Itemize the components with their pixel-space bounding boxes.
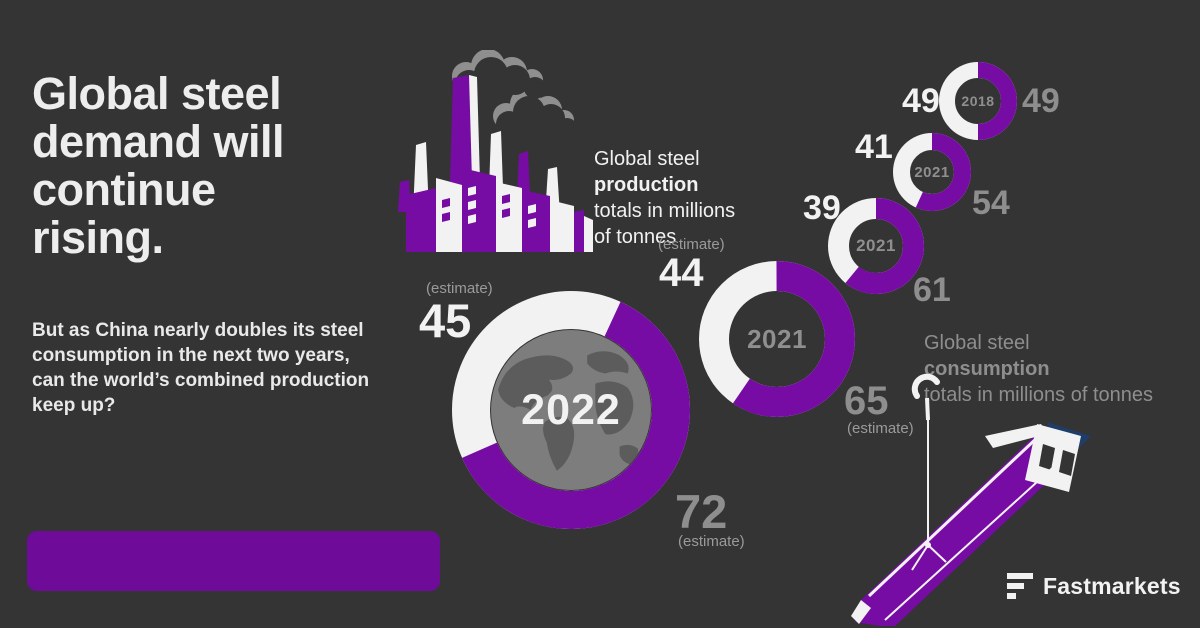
steel-beam-crane-icon (851, 373, 1091, 626)
consumption-value-label: 61 (913, 271, 951, 309)
consumption-caption-line2: totals in millions of tonnes (924, 384, 1154, 406)
production-value-label: 41 (855, 128, 893, 166)
production-value-label: 39 (803, 189, 841, 227)
year-label: 2022 (521, 385, 621, 434)
production-caption-line1: Global steel production (594, 148, 700, 196)
production-caption-line3: of tonnes (594, 226, 677, 248)
donut-chart-2018: 2018 (939, 62, 1017, 140)
consumption-value-label: 49 (1022, 82, 1060, 120)
intro-text-line: keep up? (32, 395, 116, 416)
fastmarkets-logo-text: Fastmarkets (1043, 573, 1181, 599)
fastmarkets-logo-icon (1007, 573, 1033, 599)
intro-text-line: But as China nearly doubles its steel (32, 320, 364, 341)
production-value-label: 49 (902, 82, 940, 120)
page-title-line: Global steel (32, 68, 282, 119)
production-caption-line2: totals in millions (594, 200, 736, 222)
estimate-label: (estimate) (426, 280, 493, 297)
estimate-label: (estimate) (847, 420, 914, 437)
consumption-caption: Global steel consumption totals in milli… (924, 330, 1153, 408)
fastmarkets-logo: Fastmarkets (1007, 573, 1181, 600)
globe-icon (491, 330, 651, 490)
production-value-label: 44 (659, 251, 704, 295)
consumption-value-label: 54 (972, 184, 1010, 222)
page-title: Global steel demand will continue rising… (32, 70, 432, 262)
page-title-line: rising. (32, 212, 164, 263)
estimate-label: (estimate) (658, 236, 725, 253)
page-title-line: demand will (32, 116, 285, 167)
donut-chart-2021-estimate: 2021 (699, 261, 855, 417)
year-label: 2021 (914, 163, 950, 181)
donut-chart-2021-a: 2021 (893, 133, 971, 211)
factory-icon (398, 50, 593, 252)
year-label: 2021 (856, 236, 896, 255)
consumption-value-label: 72 (675, 485, 728, 538)
production-caption: Global steel production totals in millio… (594, 146, 735, 250)
consumption-value-label: 65 (844, 379, 889, 423)
cta-banner[interactable] (27, 531, 440, 591)
crane-hook-icon (911, 373, 947, 571)
donut-chart-2021-b: 2021 (828, 198, 924, 294)
production-value-label: 45 (419, 294, 472, 347)
donut-chart-2022: 2022 (452, 291, 690, 529)
page-title-line: continue (32, 164, 216, 215)
year-label: 2021 (747, 323, 807, 354)
estimate-label: (estimate) (678, 533, 745, 550)
intro-text-line: consumption in the next two years, (32, 345, 350, 366)
intro-text: But as China nearly doubles its steel co… (32, 318, 432, 418)
year-label: 2018 (961, 93, 995, 109)
intro-text-line: can the world’s combined production (32, 370, 370, 391)
consumption-caption-line1: Global steel consumption (924, 332, 1050, 380)
